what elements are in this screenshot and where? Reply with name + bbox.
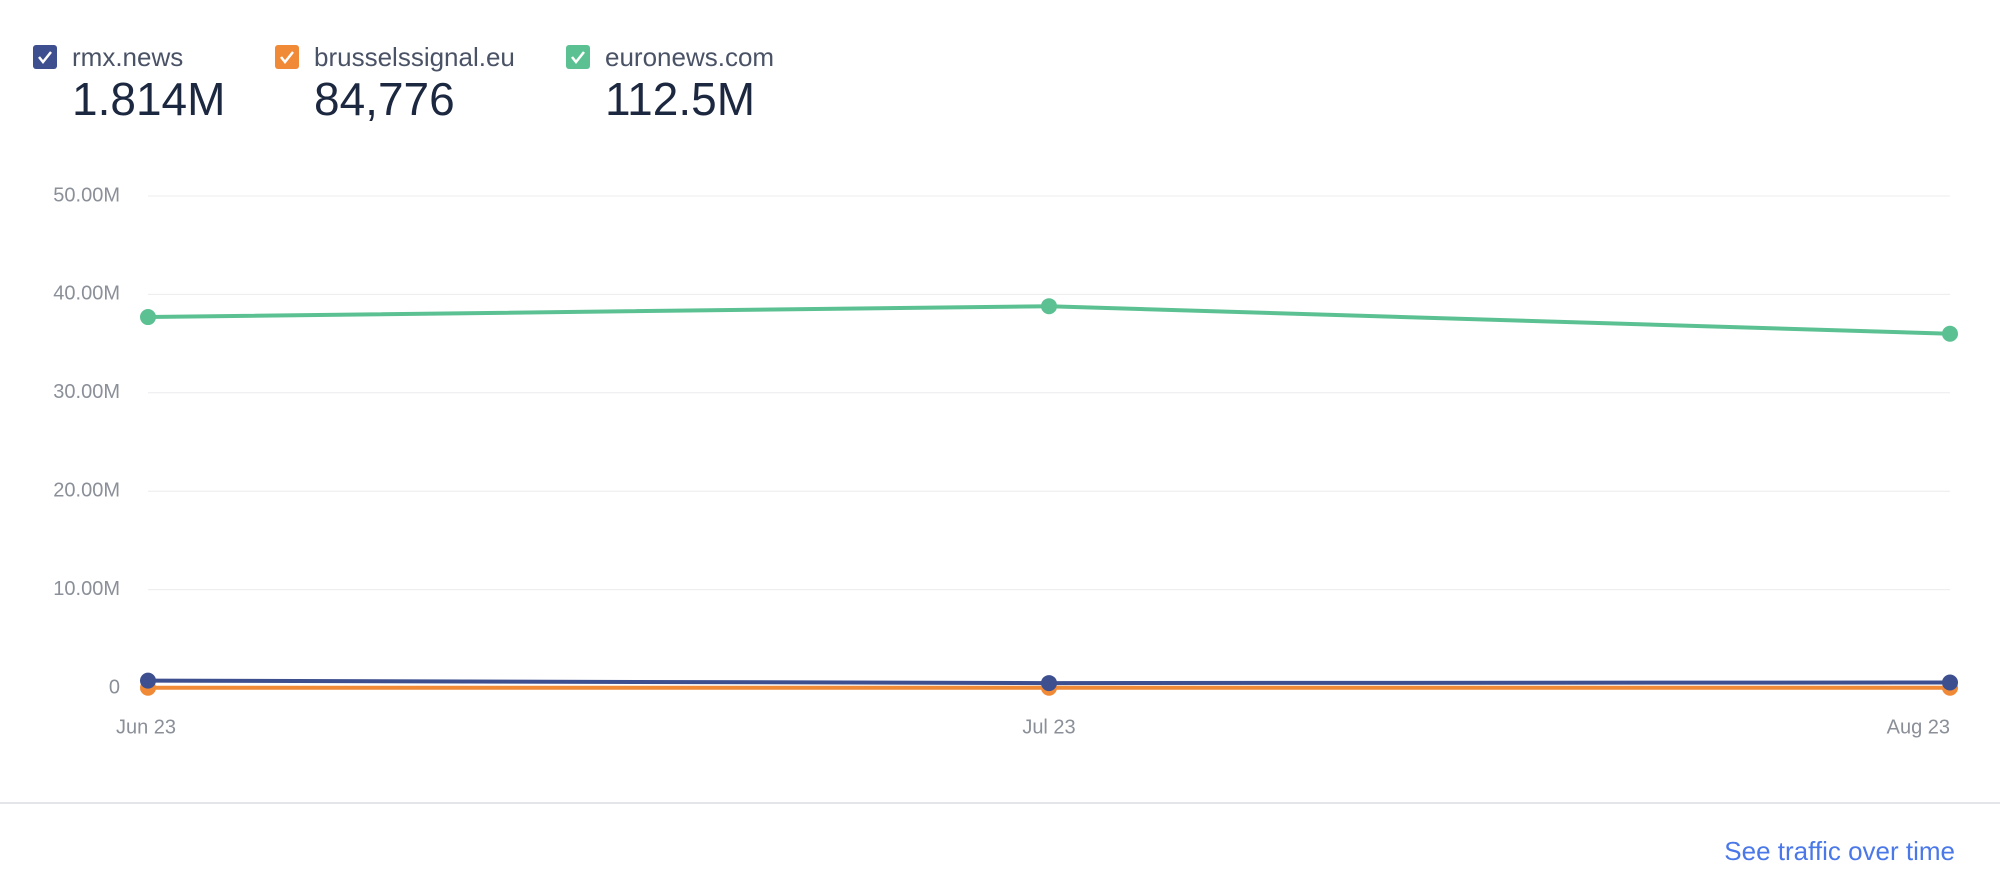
legend-total: 84,776 — [314, 73, 455, 125]
legend-checkbox[interactable] — [566, 45, 590, 69]
legend-checkbox[interactable] — [33, 45, 57, 69]
x-tick-label: Jul 23 — [1022, 716, 1075, 738]
y-tick-label: 10.00M — [53, 578, 120, 600]
data-point — [140, 672, 156, 689]
legend-name: euronews.com — [605, 42, 774, 72]
y-tick-label: 20.00M — [53, 479, 120, 501]
legend-checkbox[interactable] — [275, 45, 299, 69]
checkmark — [38, 51, 52, 65]
see-traffic-link[interactable]: See traffic over time — [1724, 836, 1955, 866]
data-point — [140, 309, 156, 326]
x-tick-label: Aug 23 — [1887, 716, 1950, 738]
checkmark — [280, 51, 294, 65]
y-tick-label: 50.00M — [53, 184, 120, 206]
x-tick-label: Jun 23 — [116, 716, 176, 738]
y-tick-label: 40.00M — [53, 283, 120, 305]
checkmark — [571, 51, 585, 65]
legend-total: 1.814M — [72, 73, 225, 125]
y-tick-label: 30.00M — [53, 381, 120, 403]
y-tick-label: 0 — [109, 676, 120, 698]
data-point — [1942, 674, 1958, 691]
legend-name: rmx.news — [72, 42, 183, 72]
data-point — [1942, 325, 1958, 342]
data-point — [1041, 298, 1057, 315]
data-point — [1041, 675, 1057, 692]
legend-total: 112.5M — [605, 73, 755, 125]
legend-name: brusselssignal.eu — [314, 42, 515, 72]
